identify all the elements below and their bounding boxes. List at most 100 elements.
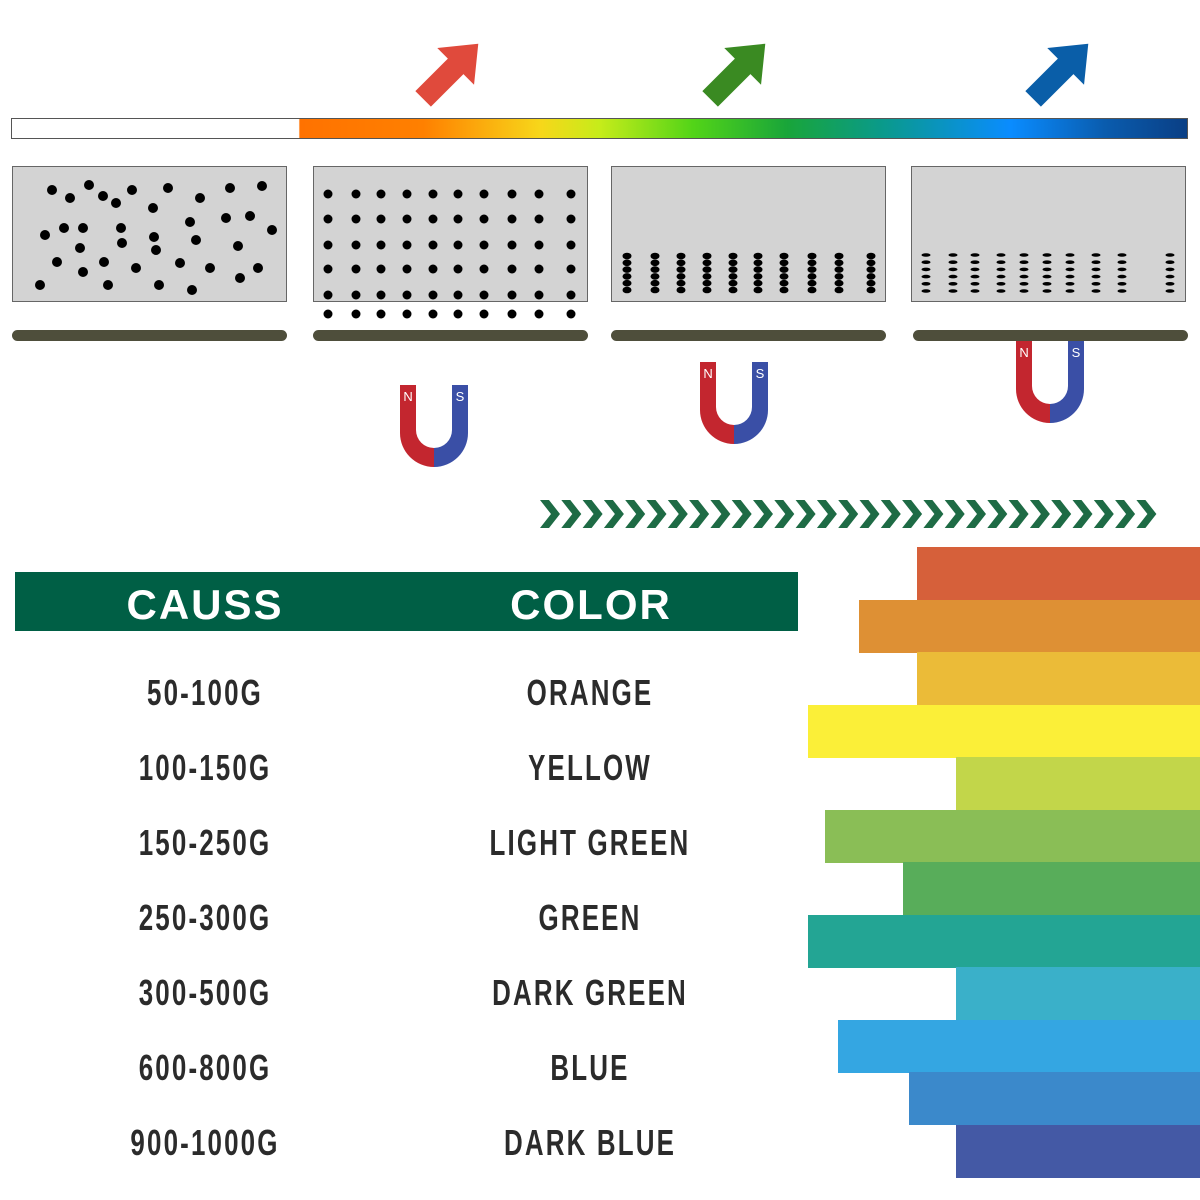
chevron-icon (944, 500, 965, 528)
particle (245, 211, 255, 221)
particle (866, 266, 876, 273)
particle (779, 266, 789, 273)
particle (351, 189, 361, 199)
particle (323, 264, 333, 274)
particle (948, 289, 958, 293)
particle (84, 180, 94, 190)
particle (807, 279, 817, 287)
particle (970, 267, 980, 272)
particle (127, 185, 137, 195)
particle (323, 214, 333, 224)
particle (1165, 289, 1175, 293)
chevron-icon (1051, 500, 1072, 528)
particle (728, 286, 738, 294)
particle (970, 253, 980, 257)
particle (479, 290, 489, 300)
color-stripe (859, 599, 1200, 653)
particle (807, 259, 817, 267)
particle (753, 279, 763, 287)
particle (948, 267, 958, 272)
particle (351, 309, 361, 319)
particle (702, 286, 712, 294)
particle (676, 279, 686, 287)
particle (267, 225, 277, 235)
particle (1091, 289, 1101, 293)
chevron-icon (987, 500, 1008, 528)
particle (117, 238, 127, 248)
gauss-cell: 100-150G (138, 747, 272, 788)
color-cell: BLUE (550, 1047, 630, 1088)
particle (622, 252, 632, 260)
particle (453, 290, 463, 300)
particle (996, 282, 1006, 286)
particle (221, 213, 231, 223)
particle (59, 223, 69, 233)
particle (566, 214, 576, 224)
chevron-icon (966, 500, 986, 528)
header-color: COLOR (510, 581, 672, 628)
rail (913, 330, 1188, 341)
particle (323, 309, 333, 319)
color-stripe (917, 547, 1200, 600)
particle (622, 279, 632, 287)
particle (257, 181, 267, 191)
particle (534, 189, 544, 199)
particle (779, 286, 789, 294)
particle (834, 273, 844, 280)
particle (534, 214, 544, 224)
chevron-icon (603, 500, 624, 528)
particle (195, 193, 205, 203)
particle (1091, 253, 1101, 257)
rail (12, 330, 287, 341)
particle (40, 230, 50, 240)
particle (948, 260, 958, 265)
chevron-icon (646, 500, 667, 528)
chevron-icon (689, 500, 710, 528)
particles (35, 180, 1175, 319)
chevron-icon (880, 500, 901, 528)
particle (351, 264, 361, 274)
chevron-icon (1136, 500, 1157, 528)
particle (376, 214, 386, 224)
particle (1065, 274, 1075, 279)
particle (650, 266, 660, 273)
particle (148, 203, 158, 213)
particle (834, 252, 844, 260)
particle (834, 279, 844, 287)
particle (149, 232, 159, 242)
chevron-icon (1072, 500, 1093, 528)
particle (676, 266, 686, 273)
color-stripe (838, 1019, 1200, 1073)
particle (779, 252, 789, 260)
chevron-icon (838, 500, 859, 528)
particle (728, 273, 738, 280)
chevron-icon (1029, 500, 1050, 528)
particle (566, 309, 576, 319)
color-stripe (956, 1124, 1200, 1178)
particle (507, 309, 517, 319)
particle (428, 264, 438, 274)
particle-box-grid (313, 166, 588, 302)
color-scale-bar (11, 118, 1188, 139)
rail (611, 330, 886, 341)
particle (376, 264, 386, 274)
particle (996, 267, 1006, 272)
particle (402, 240, 412, 250)
particle (650, 273, 660, 280)
particle (507, 189, 517, 199)
particle (402, 309, 412, 319)
particle (376, 240, 386, 250)
color-stripe (917, 652, 1200, 705)
particle (650, 259, 660, 267)
chevron-icon (902, 500, 923, 528)
particle (970, 282, 980, 286)
particle (566, 290, 576, 300)
table-header: CAUSS COLOR (15, 572, 798, 631)
particle (323, 240, 333, 250)
particle (453, 309, 463, 319)
particle (676, 259, 686, 267)
particle (970, 289, 980, 293)
